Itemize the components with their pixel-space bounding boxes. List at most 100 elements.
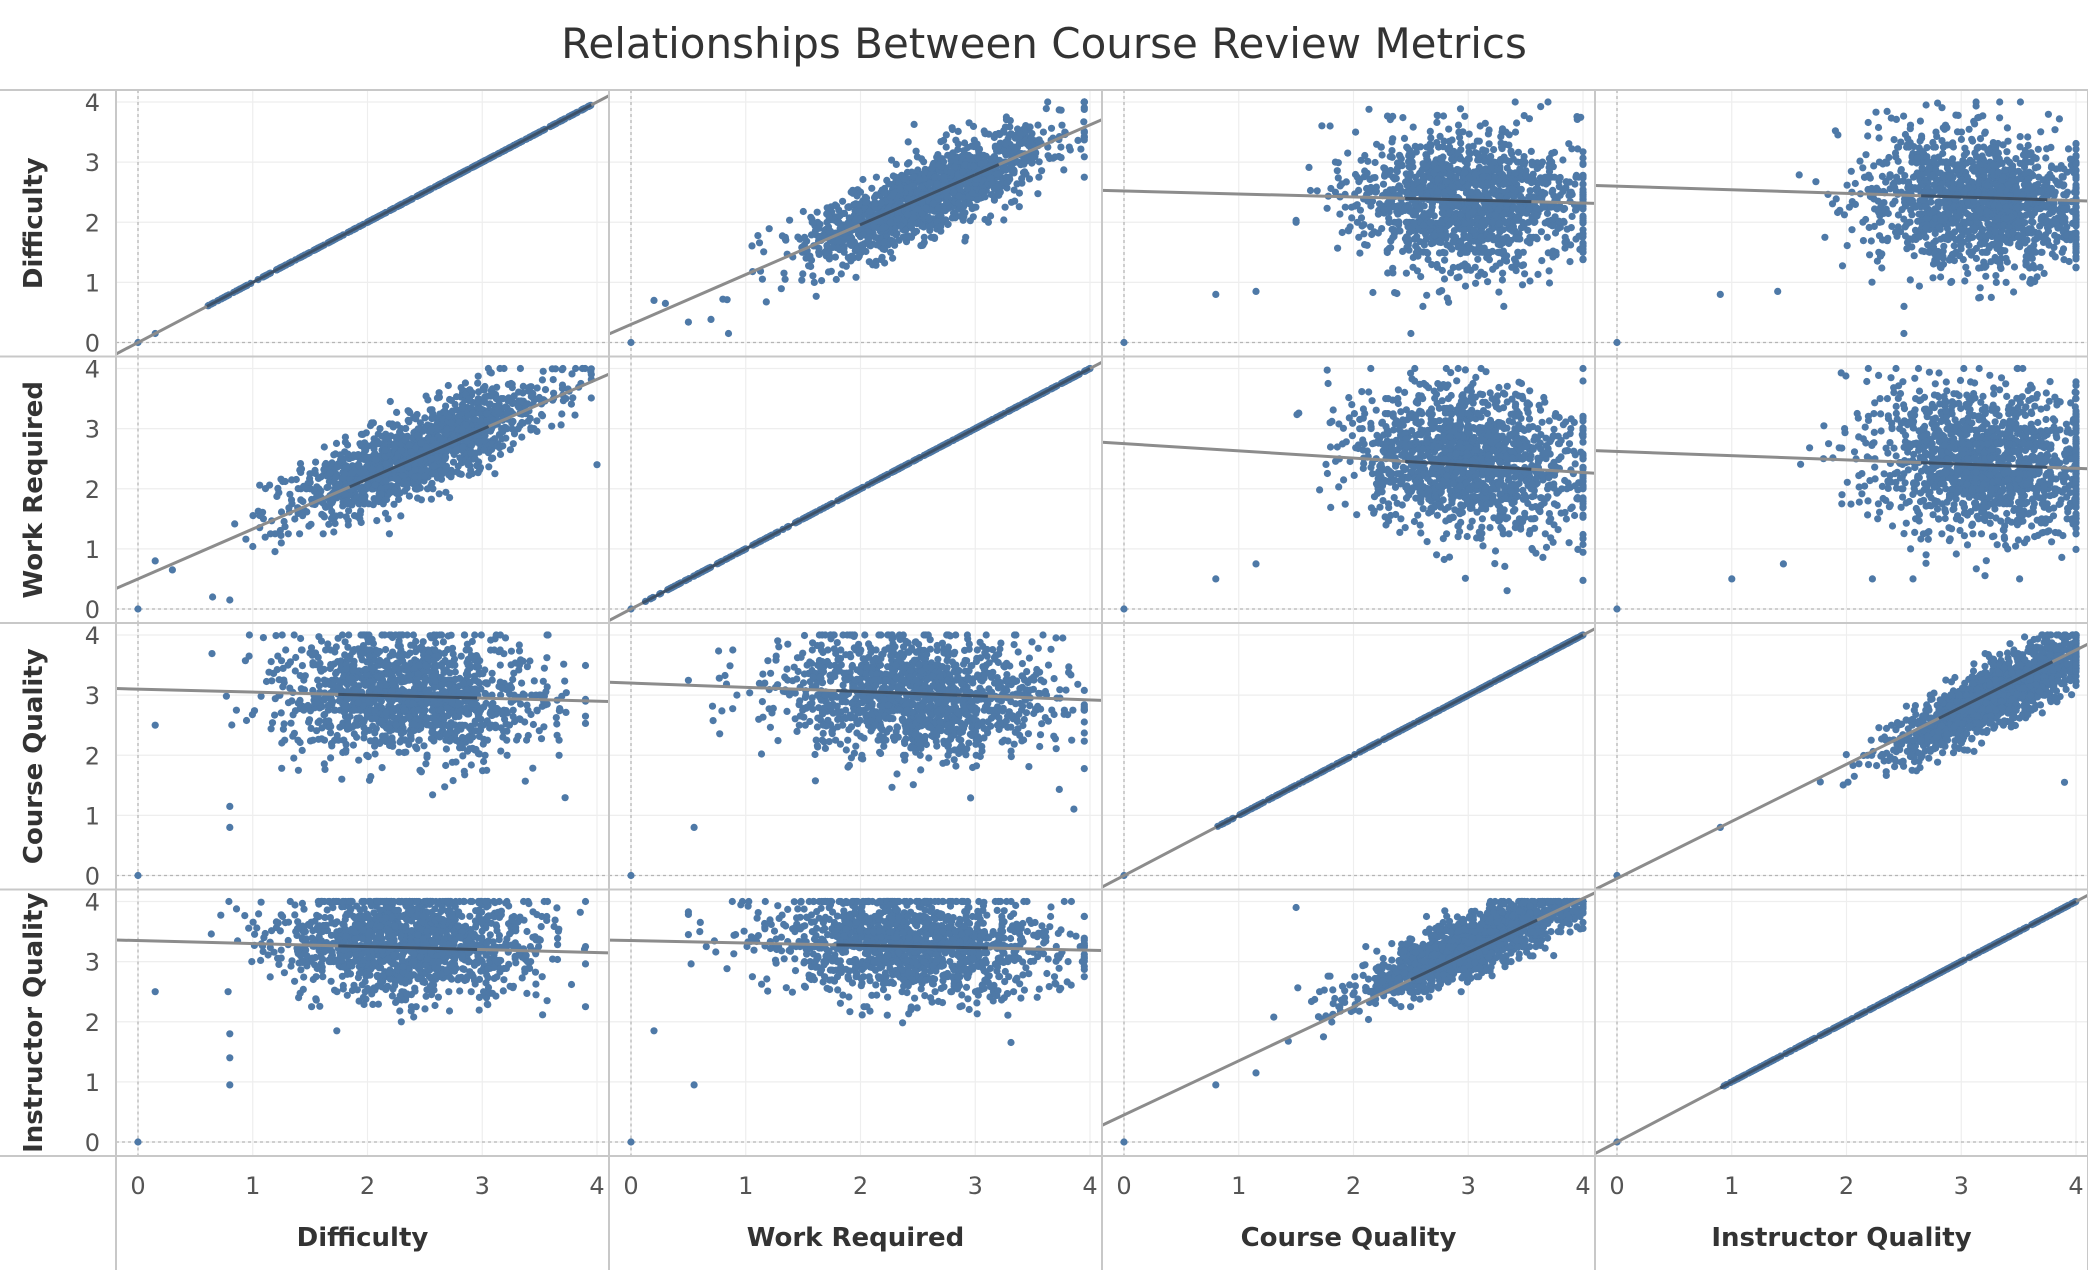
point-difficulty-vs-work-required [817,233,824,240]
point-difficulty-vs-work-required [878,256,885,263]
point-difficulty-vs-work-required [724,296,731,303]
point-difficulty-vs-work-required [685,319,692,326]
point-difficulty-vs-course-quality [1521,270,1528,277]
point-difficulty-vs-work-required [931,174,938,181]
point-difficulty-vs-course-quality [1314,187,1321,194]
point-difficulty-vs-work-required [1060,166,1067,173]
point-difficulty-vs-work-required [907,222,914,229]
point-difficulty-vs-work-required [869,261,876,268]
point-difficulty-vs-work-required [1003,180,1010,187]
point-difficulty-vs-work-required [756,239,763,246]
point-difficulty-vs-course-quality [1457,105,1464,112]
point-difficulty-vs-work-required [974,196,981,203]
point-difficulty-vs-course-quality [1372,159,1379,166]
point-difficulty-vs-course-quality [1441,275,1448,282]
point-difficulty-vs-work-required [825,268,832,275]
point-difficulty-vs-work-required [1081,174,1088,181]
point-difficulty-vs-work-required [856,252,863,259]
point-difficulty-vs-work-required [873,174,880,181]
point-difficulty-vs-work-required [964,185,971,192]
point-difficulty-vs-work-required [911,121,918,128]
point-difficulty-vs-work-required [944,221,951,228]
point-difficulty-vs-work-required [873,241,880,248]
point-difficulty-vs-work-required [961,209,968,216]
point-difficulty-vs-work-required [879,245,886,252]
point-difficulty-vs-work-required [921,234,928,241]
point-difficulty-vs-work-required [857,189,864,196]
point-difficulty-vs-course-quality [1499,270,1506,277]
point-difficulty-vs-course-quality [1334,245,1341,252]
point-difficulty-vs-work-required [845,203,852,210]
point-difficulty-vs-work-required [961,139,968,146]
point-difficulty-vs-work-required [760,248,767,255]
point-difficulty-vs-work-required [891,173,898,180]
point-difficulty-vs-work-required [829,244,836,251]
point-difficulty-vs-work-required [868,185,875,192]
point-difficulty-vs-course-quality [1563,178,1570,185]
point-difficulty-vs-work-required [811,279,818,286]
point-difficulty-vs-work-required [970,163,977,170]
point-difficulty-vs-work-required [1035,174,1042,181]
point-difficulty-vs-course-quality [1389,265,1396,272]
point-difficulty-vs-work-required [887,249,894,256]
point-difficulty-vs-work-required [754,232,761,239]
point-difficulty-vs-work-required [800,208,807,215]
point-difficulty-vs-work-required [794,234,801,241]
point-difficulty-vs-course-quality [1546,267,1553,274]
point-difficulty-vs-work-required [1080,118,1087,125]
point-difficulty-vs-work-required [1013,180,1020,187]
point-difficulty-vs-work-required [1018,140,1025,147]
point-difficulty-vs-work-required [995,192,1002,199]
point-difficulty-vs-work-required [813,293,820,300]
point-difficulty-vs-work-required [888,157,895,164]
point-difficulty-vs-work-required [1028,154,1035,161]
point-difficulty-vs-work-required [1000,148,1007,155]
point-difficulty-vs-work-required [931,234,938,241]
point-difficulty-vs-course-quality [1526,277,1533,284]
point-difficulty-vs-work-required [988,155,995,162]
point-difficulty-vs-work-required [955,141,962,148]
point-difficulty-vs-work-required [976,146,983,153]
point-difficulty-vs-work-required [833,276,840,283]
point-difficulty-vs-work-required [766,225,773,232]
point-difficulty-vs-work-required [821,249,828,256]
point-difficulty-vs-work-required [955,200,962,207]
point-difficulty-vs-work-required [993,144,1000,151]
point-difficulty-vs-work-required [993,170,1000,177]
point-difficulty-vs-work-required [1011,168,1018,175]
point-difficulty-vs-work-required [805,254,812,261]
point-difficulty-vs-course-quality [1369,289,1376,296]
point-difficulty-vs-work-required [928,165,935,172]
point-difficulty-vs-course-quality [1544,210,1551,217]
point-difficulty-vs-work-required [782,237,789,244]
point-difficulty-vs-work-required [906,184,913,191]
point-difficulty-vs-work-required [991,134,998,141]
point-difficulty-vs-course-quality [1307,187,1314,194]
point-difficulty-vs-course-quality [1423,292,1430,299]
point-difficulty-vs-course-quality [1305,164,1312,171]
point-difficulty-vs-course-quality [1445,126,1452,133]
point-difficulty-vs-work-required [950,209,957,216]
point-difficulty-vs-work-required [887,219,894,226]
point-difficulty-vs-work-required [994,183,1001,190]
point-difficulty-vs-work-required [866,208,873,215]
point-difficulty-vs-course-quality [1490,146,1497,153]
point-difficulty-vs-work-required [833,203,840,210]
point-difficulty-vs-work-required [814,209,821,216]
point-difficulty-vs-work-required [913,228,920,235]
point-difficulty-vs-work-required [816,225,823,232]
point-difficulty-vs-course-quality [1457,140,1464,147]
point-difficulty-vs-work-required [1003,113,1010,120]
point-difficulty-vs-work-required [807,263,814,270]
point-difficulty-vs-course-quality [1327,185,1334,192]
point-difficulty-vs-course-quality [1466,131,1473,138]
point-difficulty-vs-work-required [1018,160,1025,167]
point-difficulty-vs-work-required [950,189,957,196]
point-difficulty-vs-work-required [934,180,941,187]
point-difficulty-vs-course-quality [1544,98,1551,105]
point-difficulty-vs-work-required [801,234,808,241]
point-difficulty-vs-work-required [918,223,925,230]
point-difficulty-vs-work-required [832,254,839,261]
